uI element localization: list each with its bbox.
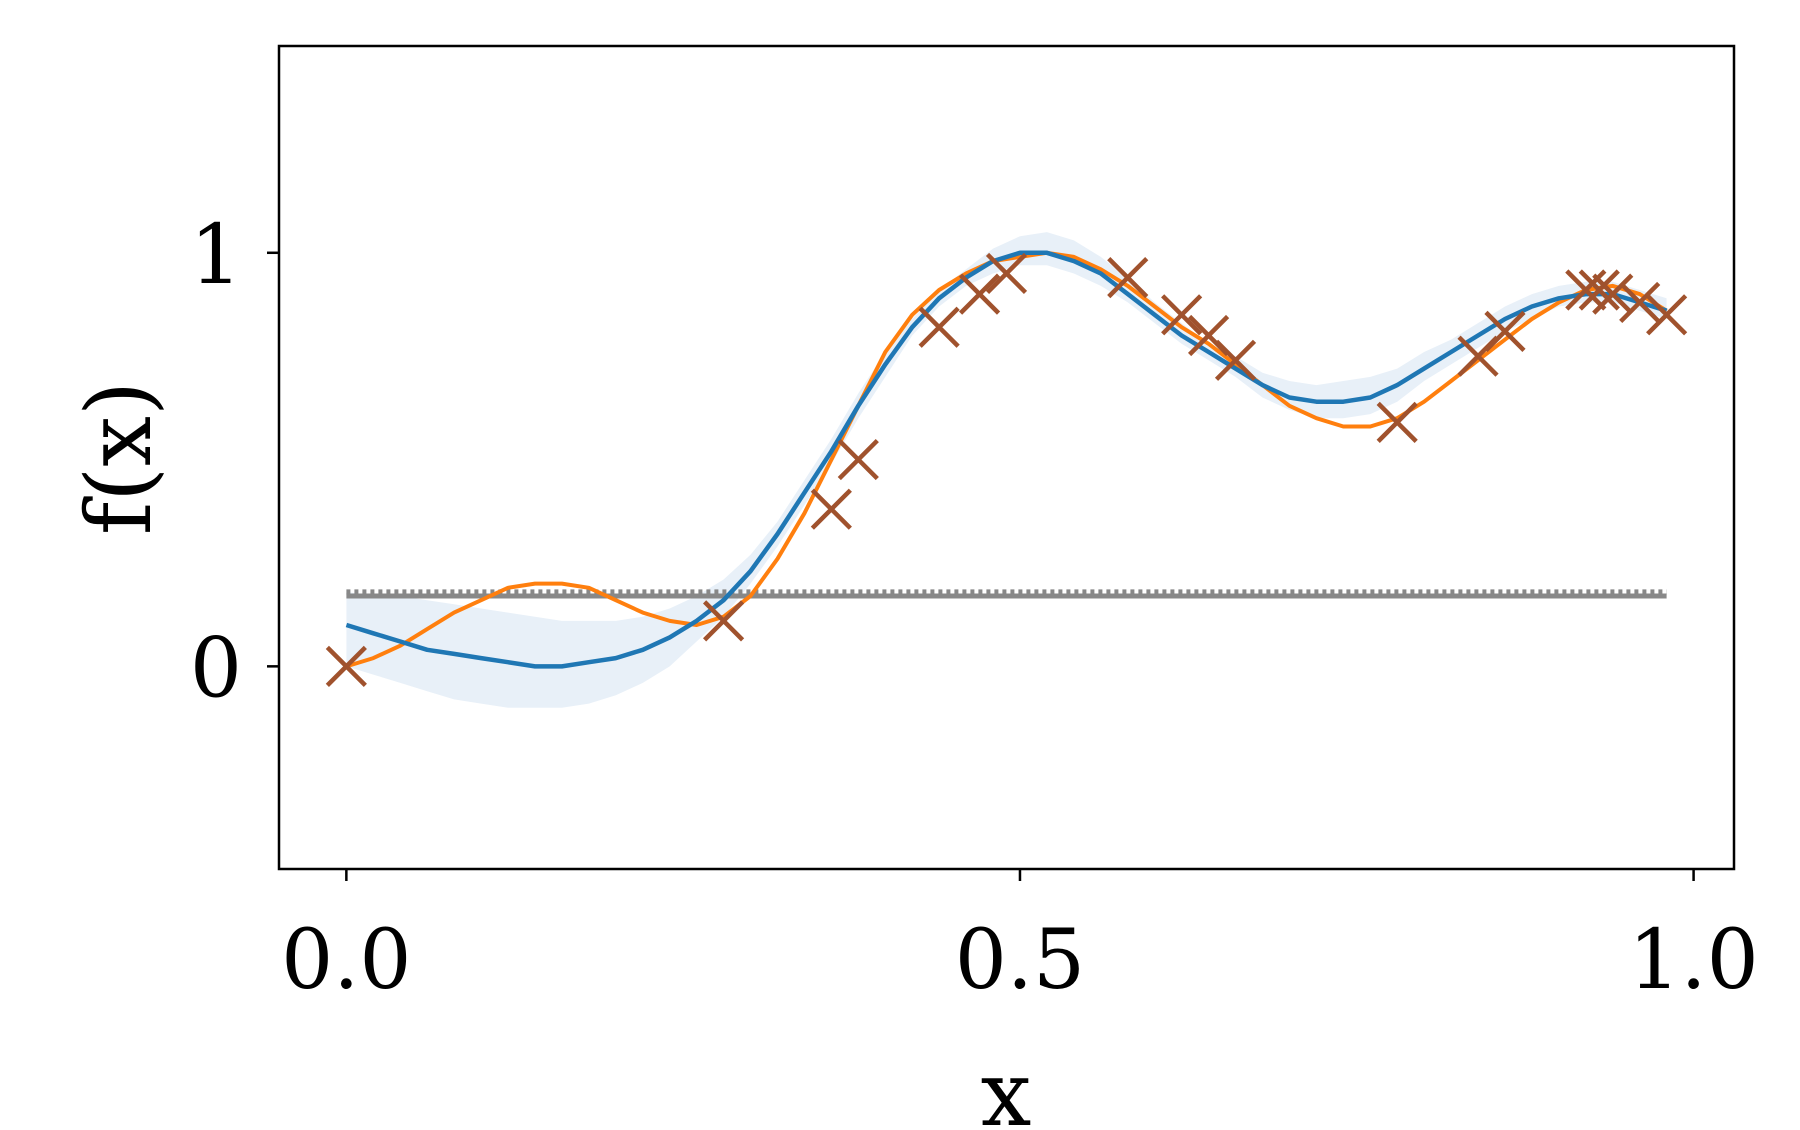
observation-marker-stroke xyxy=(702,600,745,642)
observation-marker xyxy=(810,488,852,530)
observation-marker xyxy=(1376,401,1418,443)
observation-marker xyxy=(325,645,367,687)
observation-marker-stroke xyxy=(1161,294,1203,336)
x-axis-label: x xyxy=(981,1042,1032,1130)
y-axis-label: f(x) xyxy=(67,381,172,535)
observation-marker-stroke xyxy=(1484,310,1526,352)
observation-marker-stroke xyxy=(958,273,1001,315)
observation-marker-stroke xyxy=(1107,257,1149,299)
observation-marker xyxy=(837,438,879,481)
observation-marker xyxy=(1161,294,1203,336)
plot-area xyxy=(325,232,1688,708)
observation-marker-stroke xyxy=(1646,294,1688,336)
mean-line xyxy=(345,250,1668,669)
y-tick-label: 1 xyxy=(190,208,242,303)
observation-marker-stroke xyxy=(918,306,960,348)
observation-marker xyxy=(1646,294,1688,336)
x-tick-label: 0.5 xyxy=(955,913,1085,1008)
axis-ticks: 0.0 0.5 1.0 0 1 xyxy=(190,208,1759,1008)
observation-marker xyxy=(958,273,1001,315)
true-function-line xyxy=(345,250,1668,669)
observation-marker-stroke xyxy=(1619,281,1661,324)
observation-marker-stroke xyxy=(1214,339,1257,381)
confidence-band xyxy=(346,232,1667,708)
observation-marker-stroke xyxy=(325,645,367,687)
observation-marker xyxy=(918,306,960,348)
observation-marker xyxy=(1578,269,1620,311)
observation-marker-stroke xyxy=(1578,269,1620,311)
observation-marker xyxy=(985,252,1028,295)
observation-marker xyxy=(1592,273,1634,315)
observation-marker-stroke xyxy=(1592,273,1634,315)
y-tick-label: 0 xyxy=(190,621,242,716)
observation-marker xyxy=(702,600,745,642)
observation-marker xyxy=(1107,257,1149,299)
x-tick-label: 1.0 xyxy=(1628,913,1758,1008)
observation-marker-stroke xyxy=(1376,401,1418,443)
observation-marker xyxy=(1619,281,1661,324)
x-tick-label: 0.0 xyxy=(281,913,411,1008)
observation-marker xyxy=(1214,339,1257,381)
plot-frame xyxy=(277,44,1736,871)
observation-marker-stroke xyxy=(1187,314,1230,357)
observation-marker-stroke xyxy=(985,252,1028,295)
observation-marker xyxy=(1484,310,1526,352)
observation-marker-stroke xyxy=(810,488,852,530)
observation-marker-stroke xyxy=(837,438,879,481)
